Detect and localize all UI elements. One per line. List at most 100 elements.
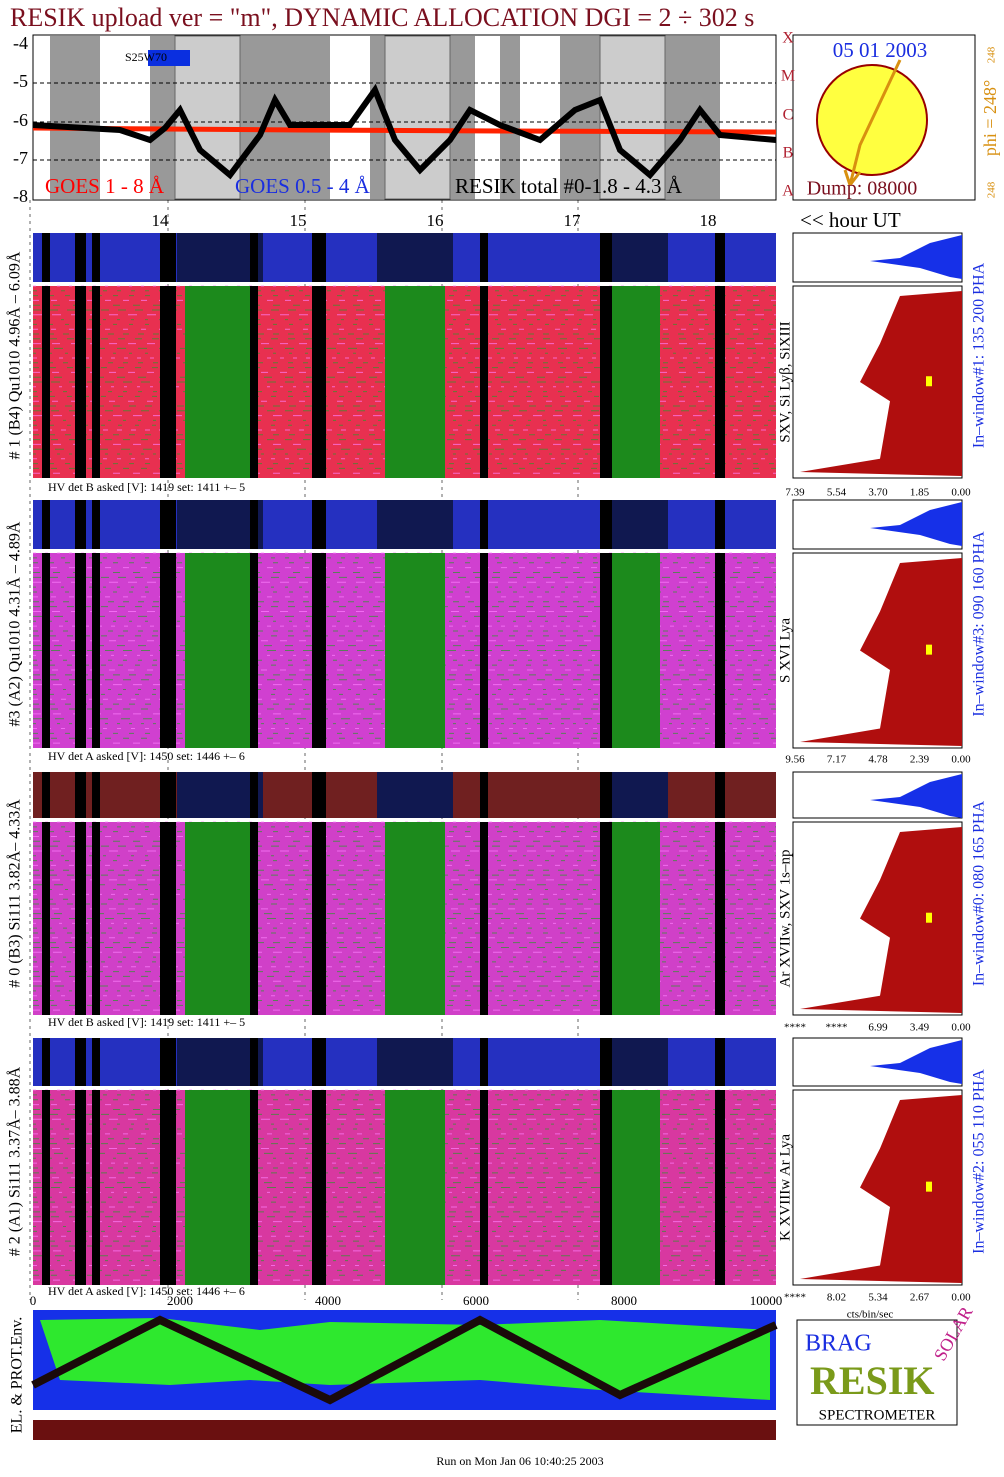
spectrogram-flare <box>185 553 255 748</box>
gap <box>480 286 488 478</box>
y-tick-label: -5 <box>13 71 28 91</box>
detector-label: # 1 (B4) Qu1010 4.96Å – 6.09Å <box>6 251 24 459</box>
gap <box>312 1038 326 1086</box>
gap <box>75 822 86 1015</box>
env-label: EL. & PROT.Env. <box>9 1317 26 1433</box>
shade <box>500 36 520 199</box>
pha-tick-label: 2.67 <box>910 1292 930 1304</box>
gap <box>600 500 612 549</box>
gap <box>75 286 86 478</box>
gap <box>42 1038 50 1086</box>
window-label: In–window#0: 080 165 PHA <box>971 800 988 986</box>
pha-tick-label: 6.99 <box>868 1022 888 1034</box>
class-label: B <box>783 145 794 162</box>
spectrogram-flare <box>385 822 445 1015</box>
gap <box>312 553 326 748</box>
gap <box>92 822 100 1015</box>
pha-strip-fill <box>870 502 962 546</box>
pha-fill <box>800 827 962 1013</box>
env-strip <box>33 1420 776 1440</box>
gap <box>600 233 612 282</box>
hour-label: 17 <box>564 211 582 230</box>
gap <box>42 553 50 748</box>
pha-tick-label: 1.85 <box>910 487 930 499</box>
spectrogram-flare <box>185 822 255 1015</box>
hour-label: 14 <box>152 211 170 230</box>
hour-label: 16 <box>427 211 444 230</box>
class-label: C <box>783 107 794 124</box>
strip-flare <box>377 233 453 282</box>
gap <box>92 1090 100 1285</box>
gap <box>715 233 725 282</box>
orbit-track <box>31 1315 778 1405</box>
pha-tick-label: 4.78 <box>868 754 888 766</box>
gap <box>250 1038 258 1086</box>
gap <box>92 500 100 549</box>
window-label: In–window#1: 135 200 PHA <box>971 262 988 448</box>
window-marker <box>926 376 932 387</box>
gap <box>92 286 100 478</box>
hv-label: HV det B asked [V]: 1419 set: 1411 +– 5 <box>48 480 245 494</box>
title: RESIK upload ver = "m", DYNAMIC ALLOCATI… <box>10 3 754 32</box>
gap <box>92 553 100 748</box>
gap <box>250 553 258 748</box>
line-label: SXV, Si Lyβ, SiXIII <box>777 321 793 442</box>
gap <box>75 1090 86 1285</box>
x-tick-label: 2000 <box>167 1293 193 1308</box>
phi-label: 248 <box>986 46 998 63</box>
y-tick-label: -4 <box>13 33 28 53</box>
gap <box>480 772 488 818</box>
y-tick-label: -8 <box>13 186 28 206</box>
pha-tick-label: 7.17 <box>827 754 847 766</box>
gap <box>160 500 176 549</box>
strip-flare <box>377 1038 453 1086</box>
footer: Run on Mon Jan 06 10:40:25 2003 <box>436 1454 603 1468</box>
pha-tick-label: 0.00 <box>951 1022 971 1034</box>
phi-label: 248 <box>986 181 998 198</box>
pha-fill <box>800 558 962 746</box>
gap <box>480 500 488 549</box>
pha-tick-label: 8.02 <box>827 1292 846 1304</box>
flare-marker <box>148 50 190 66</box>
gap <box>92 233 100 282</box>
gap <box>600 553 612 748</box>
spectrogram-flare <box>385 553 445 748</box>
pha-tick-label: 3.49 <box>910 1022 930 1034</box>
detector-label: # 2 (A1) Si111 3.37Å– 3.88Å <box>6 1066 24 1256</box>
gap <box>480 1038 488 1086</box>
gap <box>600 772 612 818</box>
gap <box>715 822 725 1015</box>
gap <box>312 822 326 1015</box>
gap <box>715 1038 725 1086</box>
hv-label: HV det A asked [V]: 1450 set: 1446 +– 6 <box>48 1284 245 1298</box>
pha-tick-label: 0.00 <box>951 487 971 499</box>
sun-vector <box>843 59 902 186</box>
y-tick-label: -6 <box>13 110 28 130</box>
unit-label: cts/bin/sec <box>847 1309 894 1321</box>
x-tick-label: 6000 <box>463 1293 489 1308</box>
pha-strip-fill <box>870 1040 962 1084</box>
strip-flare <box>602 233 668 282</box>
class-label: A <box>782 183 794 200</box>
pha-tick-label: 0.00 <box>951 754 971 766</box>
hour-label: 18 <box>700 211 717 230</box>
gap <box>312 1090 326 1285</box>
flare-interval <box>384 35 451 200</box>
gap <box>480 233 488 282</box>
gap <box>160 772 176 818</box>
strip-flare <box>377 772 453 818</box>
gap <box>42 500 50 549</box>
gap <box>480 1090 488 1285</box>
gap <box>312 286 326 478</box>
gap <box>250 286 258 478</box>
gap <box>480 822 488 1015</box>
x-tick-label: 10000 <box>750 1293 783 1308</box>
gap <box>600 1090 612 1285</box>
gap <box>600 822 612 1015</box>
window-marker <box>926 912 932 923</box>
pha-tick-label: 9.56 <box>785 754 805 766</box>
gap <box>42 286 50 478</box>
pha-tick-label: 0.00 <box>951 1292 971 1304</box>
class-label: M <box>781 68 795 85</box>
